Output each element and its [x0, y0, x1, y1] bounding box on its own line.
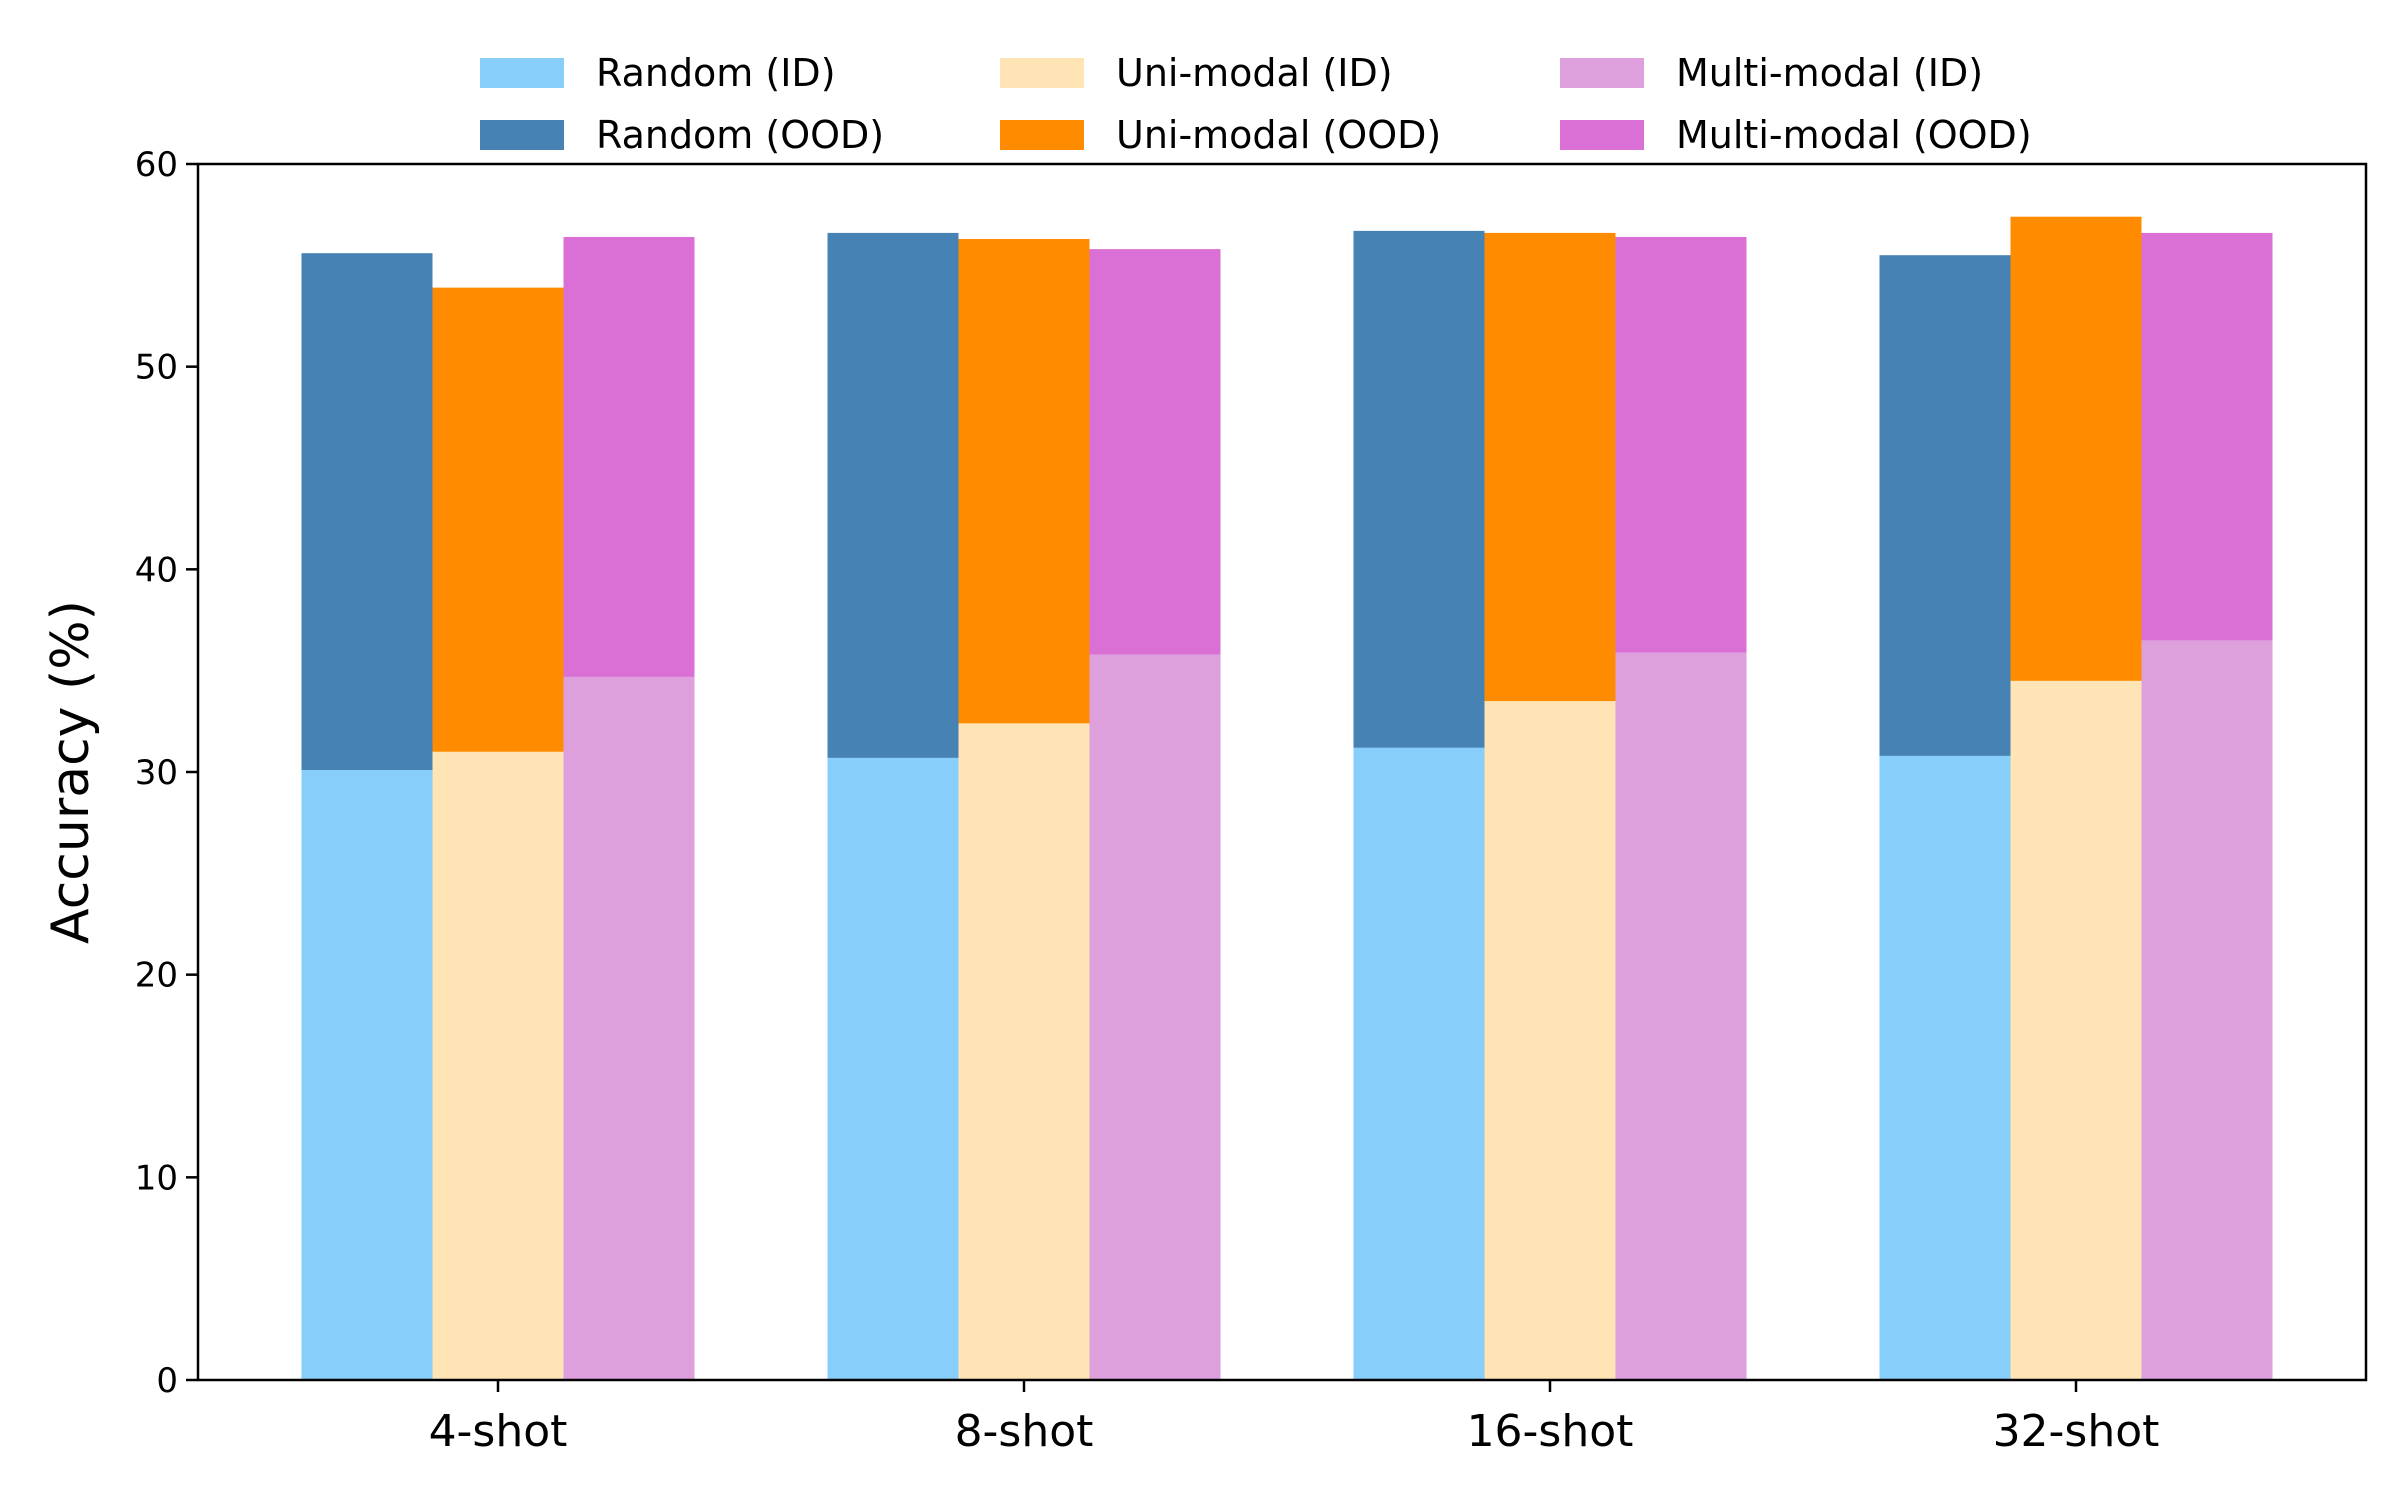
bar-random-id-32-shot [1879, 755, 2011, 1380]
y-tick-label: 40 [135, 550, 178, 590]
bar-multimodal-id-16-shot [1615, 652, 1747, 1380]
x-tick-label: 16-shot [1467, 1406, 1634, 1457]
legend-item-multimodal-id: Multi-modal (ID) [1560, 48, 1983, 98]
bar-multimodal-id-32-shot [2141, 640, 2273, 1380]
legend-label: Uni-modal (OOD) [1116, 113, 1442, 157]
legend-swatch [1000, 58, 1084, 88]
legend-label: Random (OOD) [596, 113, 885, 157]
legend-swatch [1560, 120, 1644, 150]
y-tick-label: 20 [135, 956, 178, 996]
y-tick-label: 10 [135, 1158, 178, 1198]
legend-label: Uni-modal (ID) [1116, 51, 1393, 95]
legend: Random (ID) Random (OOD) Uni-modal (ID) Uni… [480, 48, 2180, 168]
bar-random-id-4-shot [301, 769, 433, 1380]
x-tick-label: 4-shot [429, 1406, 568, 1457]
y-tick-label: 60 [135, 145, 178, 185]
bar-random-id-8-shot [827, 757, 959, 1380]
bar-unimodal-id-32-shot [2010, 680, 2142, 1380]
bar-random-id-16-shot [1353, 747, 1485, 1380]
legend-item-unimodal-id: Uni-modal (ID) [1000, 48, 1393, 98]
legend-label: Multi-modal (OOD) [1676, 113, 2032, 157]
legend-swatch [480, 58, 564, 88]
y-axis-label: Accuracy (%) [41, 600, 101, 944]
legend-item-multimodal-ood: Multi-modal (OOD) [1560, 110, 2032, 160]
legend-swatch [1000, 120, 1084, 150]
bar-multimodal-id-4-shot [563, 676, 695, 1380]
y-tick-label: 50 [135, 348, 178, 388]
legend-label: Random (ID) [596, 51, 836, 95]
x-tick-label: 32-shot [1993, 1406, 2160, 1457]
legend-item-random-ood: Random (OOD) [480, 110, 884, 160]
x-tick-label: 8-shot [955, 1406, 1094, 1457]
legend-label: Multi-modal (ID) [1676, 51, 1984, 95]
legend-item-unimodal-ood: Uni-modal (OOD) [1000, 110, 1441, 160]
y-tick-label: 0 [156, 1361, 178, 1401]
bar-unimodal-id-8-shot [958, 723, 1090, 1380]
legend-swatch [1560, 58, 1644, 88]
bar-unimodal-id-16-shot [1484, 701, 1616, 1380]
bar-unimodal-id-4-shot [432, 751, 564, 1380]
bar-multimodal-id-8-shot [1089, 654, 1221, 1380]
legend-swatch [480, 120, 564, 150]
y-tick-label: 30 [135, 753, 178, 793]
legend-item-random-id: Random (ID) [480, 48, 836, 98]
